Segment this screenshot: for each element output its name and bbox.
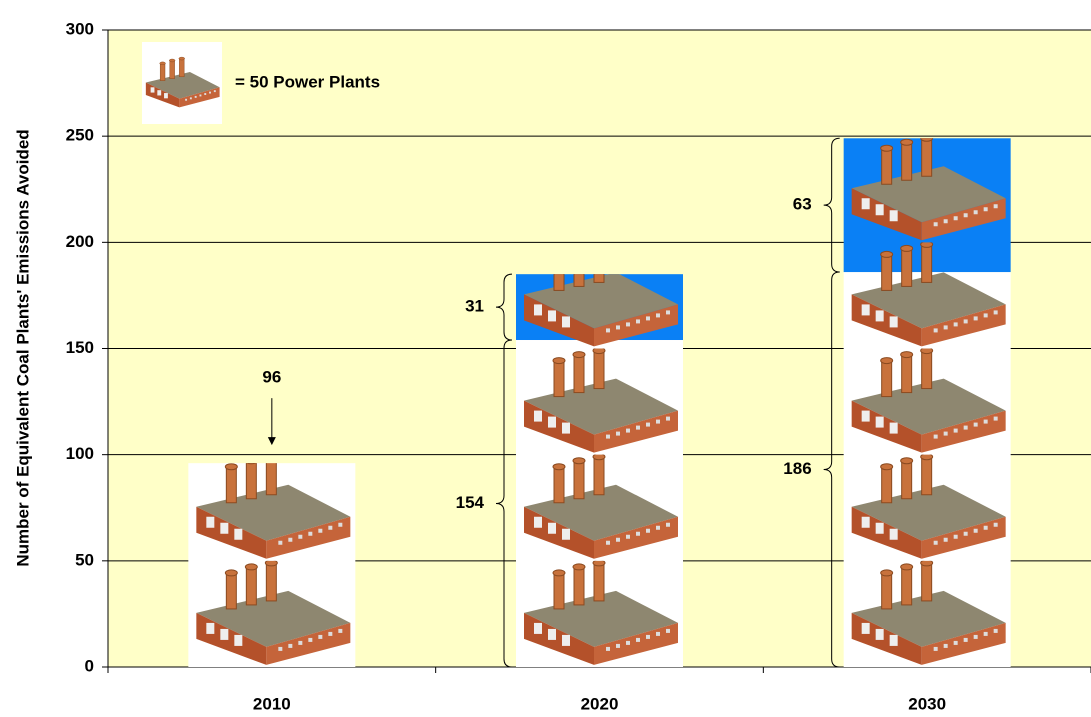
y-tick-label: 0 xyxy=(85,656,94,675)
y-tick-label: 200 xyxy=(66,232,94,251)
chart: Number of Equivalent Coal Plants' Emissi… xyxy=(0,0,1091,717)
legend-label: = 50 Power Plants xyxy=(235,72,380,91)
y-axis-title: Number of Equivalent Coal Plants' Emissi… xyxy=(13,129,32,566)
value-label: 186 xyxy=(783,459,811,478)
x-tick-label: 2020 xyxy=(581,694,619,713)
x-tick-label: 2010 xyxy=(253,694,291,713)
page: {"chart_data": {"type": "pictograph_stac… xyxy=(0,0,1091,717)
x-tick-label: 2030 xyxy=(908,694,946,713)
value-label: 96 xyxy=(262,368,281,387)
y-tick-label: 100 xyxy=(66,444,94,463)
y-tick-label: 300 xyxy=(66,19,94,38)
value-label: 154 xyxy=(456,493,485,512)
value-label: 63 xyxy=(793,195,812,214)
y-tick-label: 50 xyxy=(75,550,94,569)
y-tick-label: 250 xyxy=(66,126,94,145)
value-label: 31 xyxy=(465,297,484,316)
y-tick-label: 150 xyxy=(66,338,94,357)
